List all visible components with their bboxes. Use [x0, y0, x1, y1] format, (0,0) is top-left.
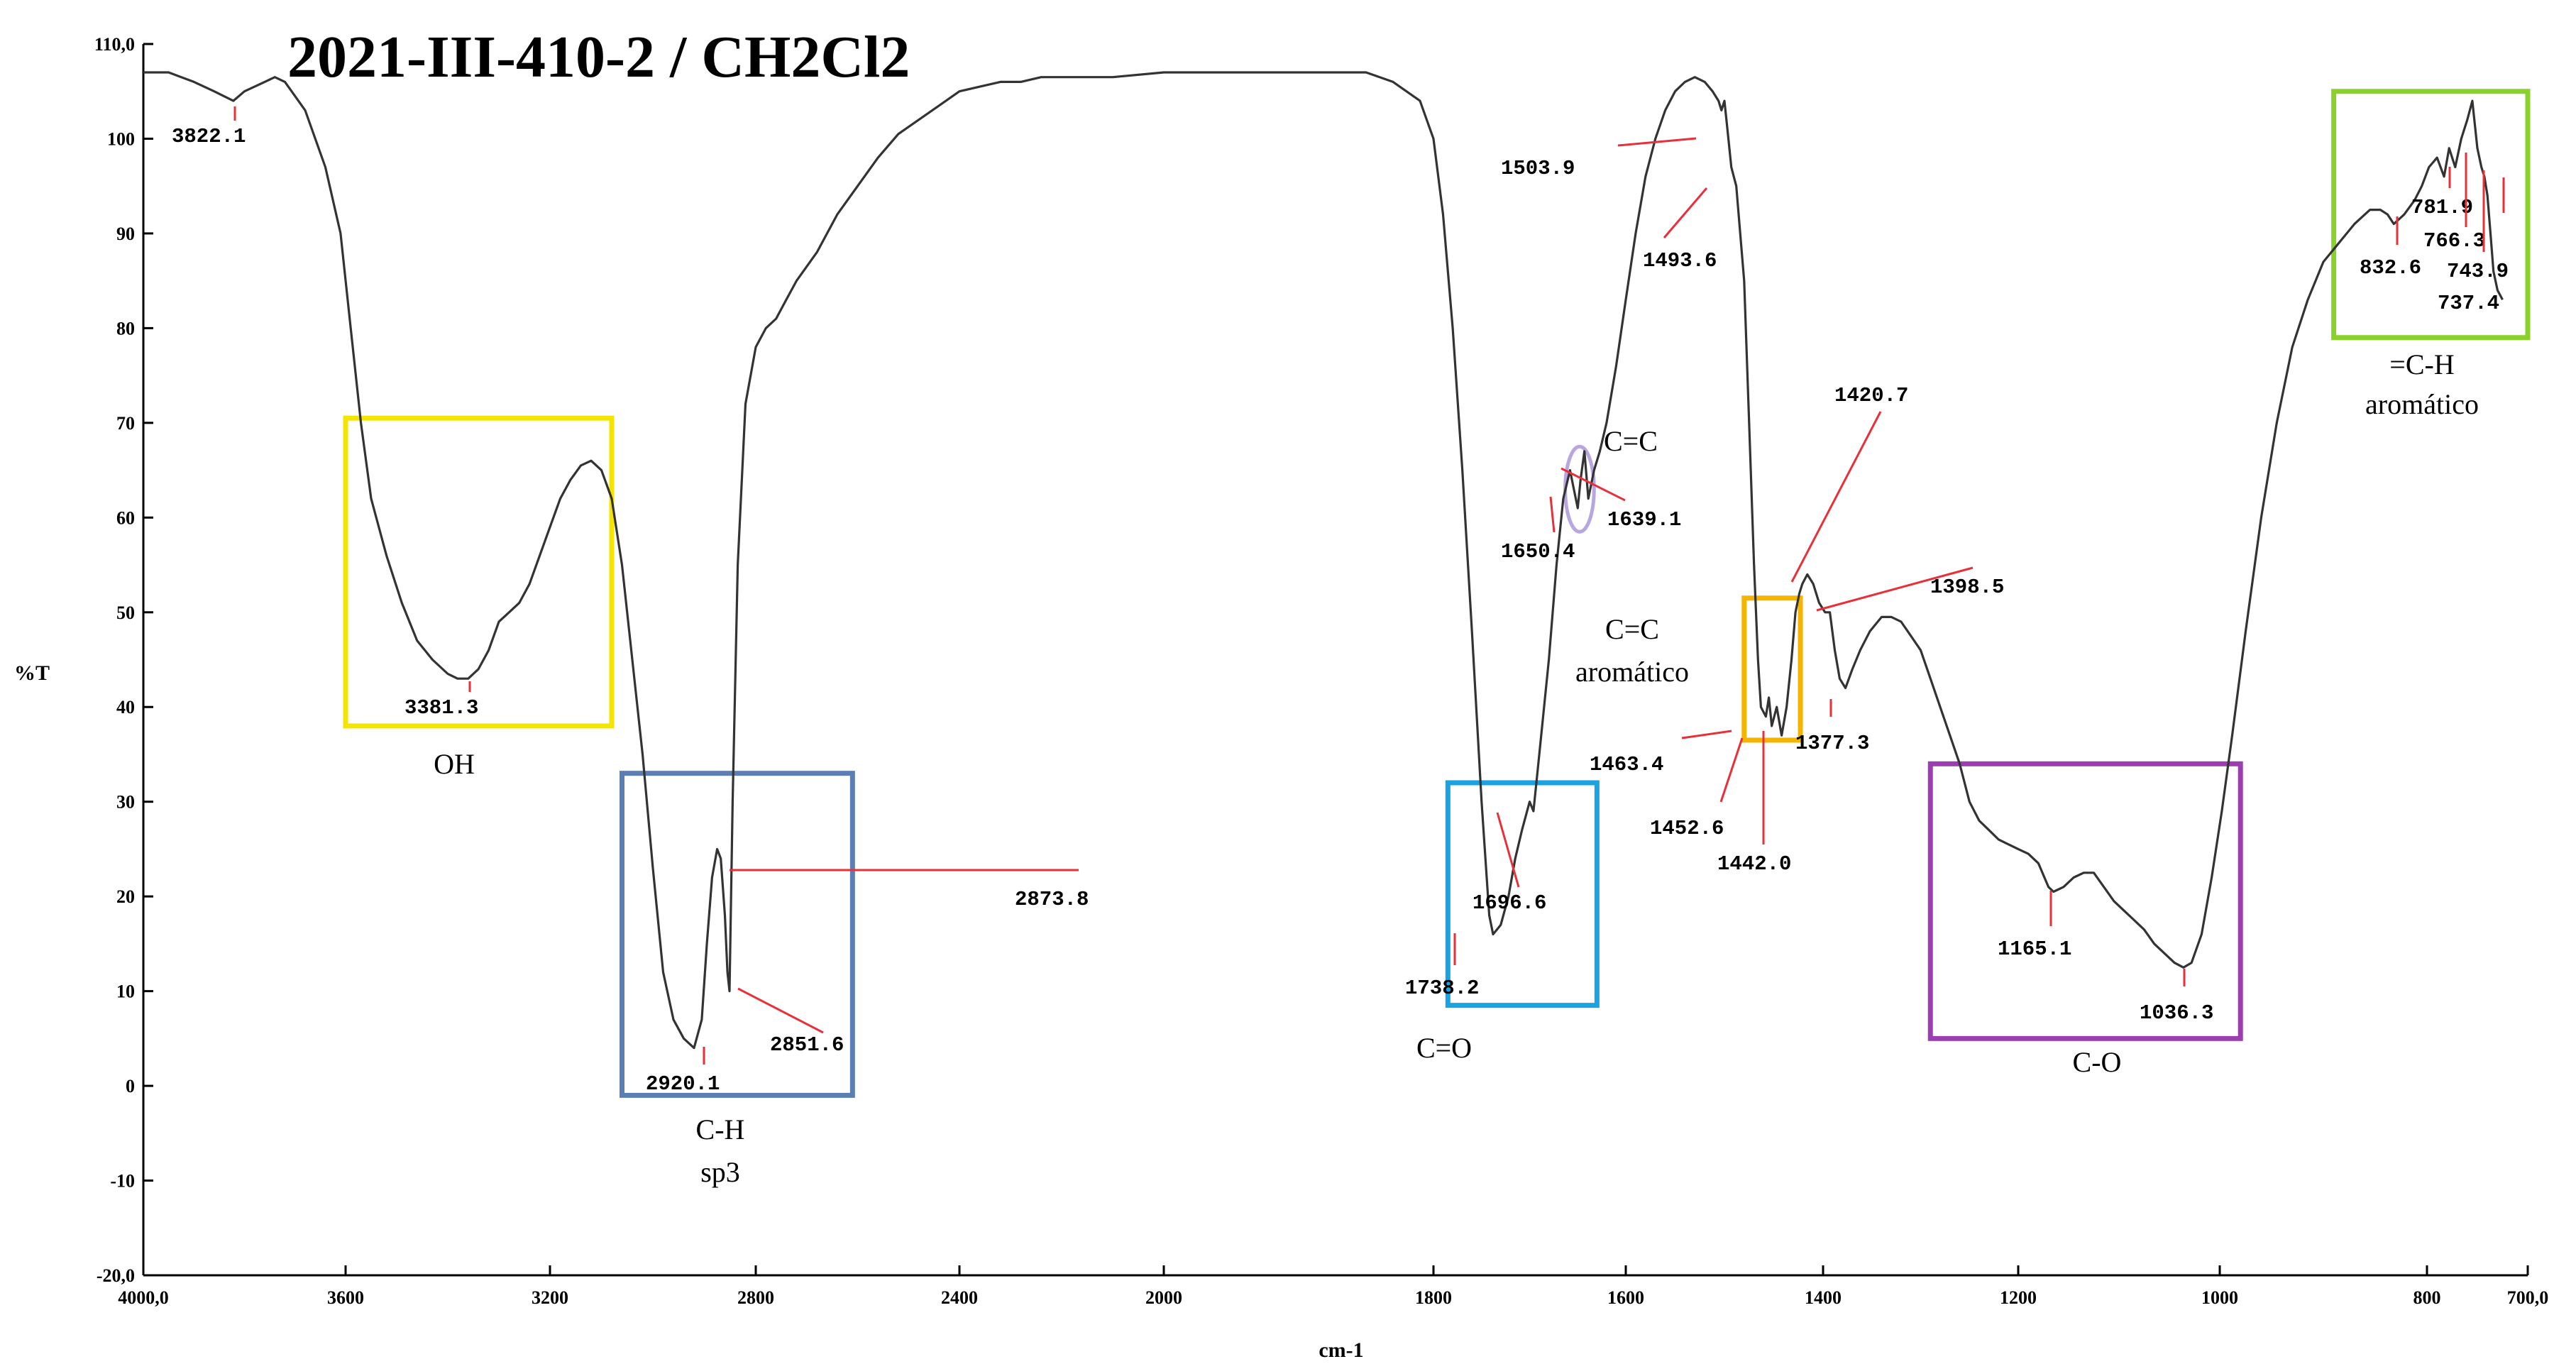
peak-label: 1696.6: [1473, 891, 1546, 915]
x-axis-label: cm-1: [1319, 1338, 1363, 1362]
peak-marker: [1681, 730, 1732, 739]
axes: 110,01009080706050403020100-10-20,04000,…: [94, 34, 2548, 1308]
peak-label: 3381.3: [404, 696, 478, 720]
group-label: C-H: [696, 1113, 745, 1145]
group-label: C=C: [1605, 613, 1659, 645]
y-tick-label: 50: [116, 603, 135, 623]
group-highlight-box: [343, 415, 615, 729]
x-tick-label: 1400: [1805, 1287, 1842, 1308]
peak-label: 832.6: [2360, 256, 2421, 280]
y-tick-label: -10: [110, 1171, 135, 1192]
y-tick-label: 60: [116, 507, 135, 528]
group-labels: OH C-H sp3 C=O C=C aromático C-O =C-H aromático C…: [434, 348, 2479, 1188]
group-highlight-box: [620, 771, 855, 1098]
y-tick-label: -20,0: [97, 1265, 135, 1286]
y-tick-label: 40: [116, 697, 135, 717]
x-tick-label: 800: [2413, 1287, 2441, 1308]
peak-label: 781.9: [2411, 196, 2473, 219]
peak-label: 1420.7: [1834, 384, 1908, 407]
y-tick-label: 90: [116, 224, 135, 244]
spectrum-line: [143, 71, 2504, 1050]
peak-marker: [1816, 566, 1974, 612]
group-label: C-O: [2073, 1046, 2122, 1078]
peak-marker: [1719, 737, 1744, 803]
spectrum-series: [143, 71, 2504, 1050]
peak-label: 1639.1: [1607, 508, 1681, 532]
peak-label: 1398.5: [1930, 576, 2004, 599]
group-label: sp3: [700, 1156, 740, 1188]
peak-label: 2873.8: [1015, 888, 1089, 911]
peak-marker: [1561, 467, 1626, 502]
peak-marker: [737, 987, 824, 1034]
peak-label: 1738.2: [1405, 977, 1479, 1000]
group-label: C=C: [1604, 425, 1658, 457]
group-highlight-box: [1741, 595, 1803, 743]
group-label: OH: [434, 748, 475, 780]
peak-label: 1493.6: [1643, 249, 1717, 273]
x-tick-label: 3200: [532, 1287, 568, 1308]
y-tick-label: 0: [126, 1076, 135, 1096]
peak-label: 1165.1: [1998, 937, 2071, 961]
y-tick-label: 70: [116, 413, 135, 434]
peak-marker: [1549, 496, 1556, 533]
x-tick-label: 3600: [327, 1287, 364, 1308]
x-tick-label: 1000: [2201, 1287, 2238, 1308]
peak-annotations: 3822.1 3381.3 2920.1 2851.6 2873.8 1738.2 1696…: [172, 106, 2509, 1096]
x-tick-label: 1200: [2000, 1287, 2037, 1308]
x-tick-label: 2800: [737, 1287, 774, 1308]
group-label: aromático: [2365, 388, 2479, 420]
group-highlight-box: [2331, 89, 2531, 341]
peak-label: 2851.6: [770, 1033, 844, 1057]
group-label: C=O: [1416, 1032, 1472, 1064]
y-tick-label: 30: [116, 792, 135, 813]
peak-marker: [1790, 411, 1882, 583]
x-tick-label: 2000: [1145, 1287, 1182, 1308]
peak-label: 1650.4: [1501, 540, 1575, 563]
chart-title: 2021-III-410-2 / CH2Cl2: [287, 24, 910, 90]
x-tick-label: 2400: [941, 1287, 978, 1308]
peak-marker: [1617, 137, 1697, 147]
peak-label: 743.9: [2447, 260, 2509, 283]
peak-label: 766.3: [2423, 229, 2485, 253]
group-highlights: [343, 89, 2531, 1098]
peak-marker: [1663, 187, 1708, 238]
peak-label: 1463.4: [1590, 753, 1663, 776]
x-tick-label: 1600: [1607, 1287, 1644, 1308]
y-axis-label: %T: [14, 661, 50, 685]
x-tick-label: 1800: [1415, 1287, 1452, 1308]
peak-label: 1452.6: [1650, 817, 1724, 840]
y-tick-label: 20: [116, 886, 135, 907]
peak-label: 2920.1: [646, 1072, 720, 1096]
y-tick-label: 110,0: [94, 34, 135, 55]
y-tick-label: 100: [107, 128, 135, 149]
group-highlight-box: [1927, 761, 2243, 1041]
x-tick-label: 4000,0: [118, 1287, 169, 1308]
peak-label: 3822.1: [172, 125, 246, 148]
peak-label: 1036.3: [2140, 1001, 2213, 1025]
peak-label: 1377.3: [1795, 732, 1869, 755]
group-label: aromático: [1575, 656, 1689, 688]
x-tick-label: 700,0: [2507, 1287, 2549, 1308]
group-label: =C-H: [2389, 348, 2454, 380]
y-tick-label: 80: [116, 318, 135, 339]
group-highlight-box: [1445, 780, 1600, 1008]
peak-label: 1503.9: [1501, 157, 1575, 180]
peak-label: 737.4: [2438, 292, 2499, 315]
peak-label: 1442.0: [1717, 852, 1791, 876]
y-tick-label: 10: [116, 981, 135, 1002]
peak-marker: [1496, 812, 1520, 888]
